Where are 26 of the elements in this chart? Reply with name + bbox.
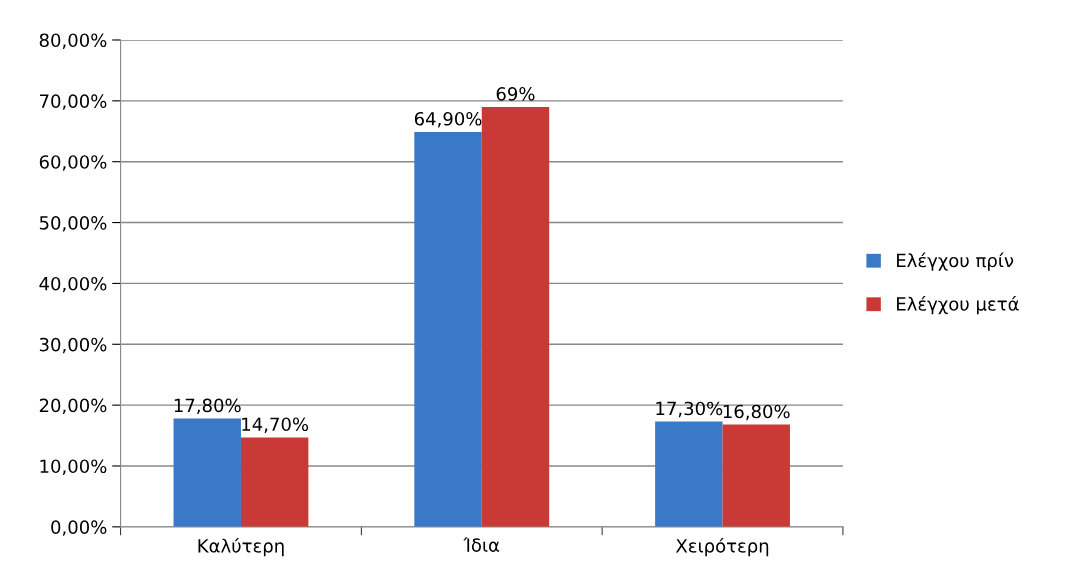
x-tick-label: Ίδια — [463, 537, 500, 552]
bar — [481, 106, 550, 527]
legend-label: Ελέγχου μετά — [897, 296, 1019, 315]
y-tick-label: 20,00% — [39, 398, 107, 415]
x-tick-label: Καλύτερη — [198, 537, 284, 557]
bar — [173, 418, 241, 527]
y-tick-label: 10,00% — [40, 459, 107, 475]
bar — [655, 421, 723, 527]
data-label: 14,70% — [242, 417, 309, 433]
bar — [722, 424, 790, 527]
data-label: 69% — [496, 86, 535, 101]
bar — [240, 437, 309, 527]
data-label: 17,30% — [656, 401, 723, 418]
y-tick-label: 0,00% — [51, 520, 107, 536]
y-tick-label: 80,00% — [39, 33, 107, 49]
y-tick-label: 50,00% — [39, 216, 107, 232]
x-tick-label: Χειρότερη — [675, 537, 769, 557]
y-tick-label: 40,00% — [39, 276, 107, 293]
data-label: 17,80% — [174, 398, 241, 415]
data-label: 16,80% — [723, 404, 790, 421]
y-tick-label: 70,00% — [40, 94, 107, 110]
data-label: 64,90% — [414, 111, 482, 128]
y-tick-label: 60,00% — [39, 155, 107, 171]
legend-label: Ελέγχου πρίν — [897, 252, 1014, 271]
y-tick-label: 30,00% — [39, 337, 107, 354]
bar — [414, 131, 482, 527]
